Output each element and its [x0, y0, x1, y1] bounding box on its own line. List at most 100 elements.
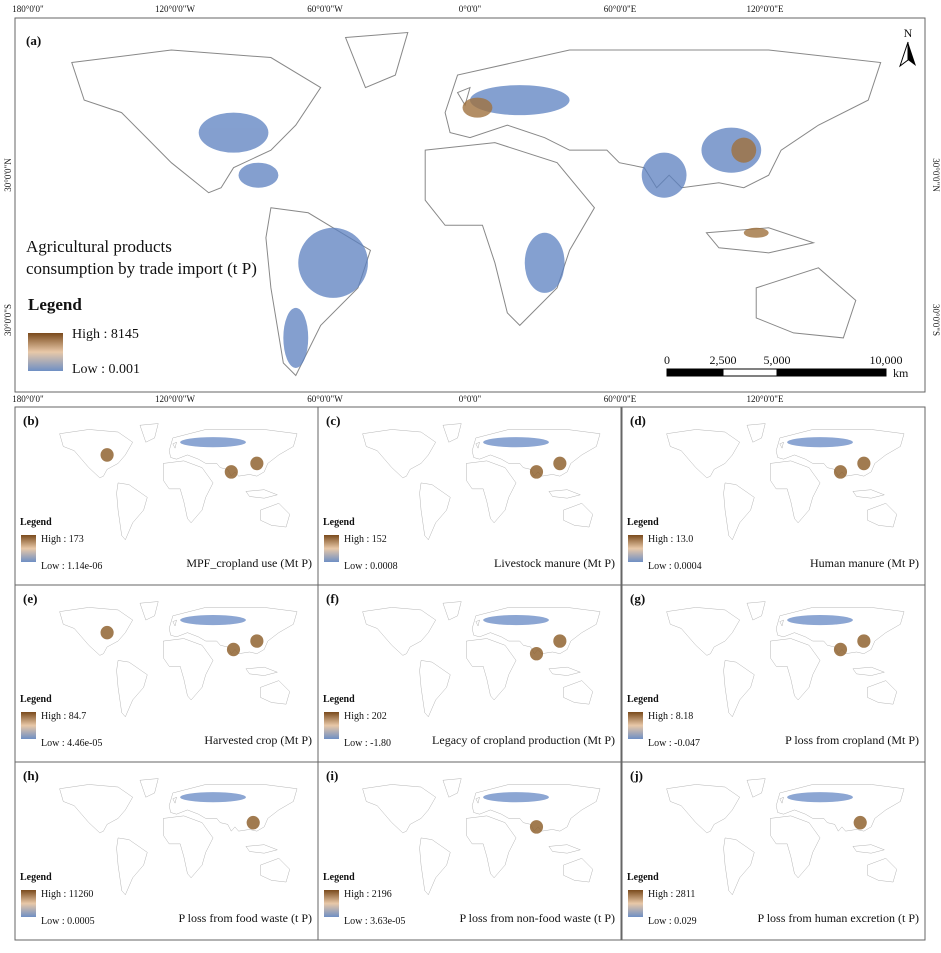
lat-label: 30°0'0"N [931, 158, 941, 192]
density-patch [100, 448, 114, 462]
legend-ramp [324, 890, 339, 917]
legend-ramp [21, 712, 36, 739]
legend-low: Low : 0.0008 [344, 561, 398, 572]
panel-map [666, 778, 905, 895]
density-patch [853, 815, 867, 830]
panel-label: (e) [23, 591, 37, 606]
density-patch [483, 437, 549, 448]
density-patch [226, 642, 241, 657]
density-patch [180, 792, 246, 803]
legend-title: Legend [20, 872, 52, 883]
density-patch [787, 614, 853, 626]
land [59, 423, 298, 540]
legend-title: Legend [28, 295, 82, 314]
scale-label: 5,000 [764, 353, 791, 367]
panel-map [666, 601, 905, 717]
legend-low: Low : 0.029 [648, 916, 697, 927]
panel-label: (i) [326, 768, 338, 783]
main-frame [14, 17, 926, 393]
legend-high: High : 2196 [344, 889, 392, 900]
panel-caption: Harvested crop (Mt P) [204, 733, 312, 747]
density-patch [833, 642, 848, 657]
legend-high: High : 2811 [648, 889, 695, 900]
legend-ramp [628, 712, 643, 739]
density-patch [224, 465, 238, 479]
lon-label: 60°0'0"W [307, 394, 343, 404]
legend-low: Low : 0.0004 [648, 561, 702, 572]
lat-label: 30°0'0"N [3, 158, 13, 192]
legend-title: Legend [323, 694, 355, 705]
lon-label: 180°0'0" [12, 4, 44, 14]
land [362, 423, 601, 540]
scale-unit: km [893, 366, 909, 380]
legend-low: Low : -1.80 [344, 738, 391, 749]
panel-label: (d) [630, 413, 646, 428]
panel-caption: P loss from non-food waste (t P) [459, 911, 615, 925]
panel-frame [317, 761, 622, 941]
legend-title: Legend [627, 872, 659, 883]
land [59, 601, 298, 717]
legend-ramp [28, 333, 63, 371]
legend-high: High : 84.7 [41, 711, 86, 722]
legend-low: Low : 0.0005 [41, 916, 95, 927]
panel-caption: P loss from food waste (t P) [178, 911, 312, 925]
land [59, 778, 298, 895]
legend-title: Legend [20, 694, 52, 705]
panel-label: (b) [23, 413, 39, 428]
density-patch [483, 792, 549, 803]
legend-high: High : 11260 [41, 889, 93, 900]
map-title: Agricultural products [26, 237, 172, 256]
legend-high: High : 152 [344, 534, 387, 545]
density-patch [246, 815, 260, 830]
legend-low: Low : 1.14e-06 [41, 561, 102, 572]
legend-title: Legend [627, 517, 659, 528]
panel-map [362, 601, 601, 717]
density-patch [483, 614, 549, 626]
lon-label: 0°0'0" [459, 4, 482, 14]
legend-ramp [324, 712, 339, 739]
panel-label: (j) [630, 768, 643, 783]
scale-bar [666, 368, 887, 377]
density-patch [250, 456, 264, 471]
density-patch [529, 646, 544, 661]
north-arrow [899, 41, 909, 68]
panel-label: (c) [326, 413, 340, 428]
legend-ramp [21, 890, 36, 917]
density-patch [833, 465, 848, 479]
density-patch [180, 614, 246, 626]
panel-map [362, 778, 601, 895]
legend-high: High : 8145 [72, 327, 139, 342]
density-patch [250, 634, 264, 648]
main-map [71, 32, 882, 376]
panel-label: (a) [26, 33, 41, 48]
density-patch [857, 634, 871, 648]
density-patch [857, 456, 871, 471]
legend-ramp [324, 535, 339, 562]
legend-high: High : 8.18 [648, 711, 693, 722]
panel-caption: P loss from human excretion (t P) [757, 911, 919, 925]
panel-map [59, 423, 298, 540]
lon-label: 180°0'0" [12, 394, 44, 404]
north-label: N [904, 26, 913, 40]
legend-ramp [628, 535, 643, 562]
panel-label: (h) [23, 768, 39, 783]
density-patch [553, 634, 567, 648]
legend-title: Legend [627, 694, 659, 705]
panel-map [362, 423, 601, 540]
panel-map [666, 423, 905, 540]
lon-label: 60°0'0"E [604, 394, 637, 404]
density-patch [787, 437, 853, 448]
lon-label: 120°0'0"E [747, 394, 784, 404]
lon-label: 120°0'0"W [155, 4, 195, 14]
lat-label: 30°0'0"S [931, 304, 941, 336]
land [666, 601, 905, 717]
legend-low: Low : 4.46e-05 [41, 738, 102, 749]
density-patch [529, 820, 544, 834]
density-patch [180, 437, 246, 448]
legend-low: Low : 3.63e-05 [344, 916, 405, 927]
legend-high: High : 173 [41, 534, 84, 545]
density-patch [529, 465, 544, 479]
legend-low: Low : 0.001 [72, 362, 140, 377]
legend-ramp [628, 890, 643, 917]
